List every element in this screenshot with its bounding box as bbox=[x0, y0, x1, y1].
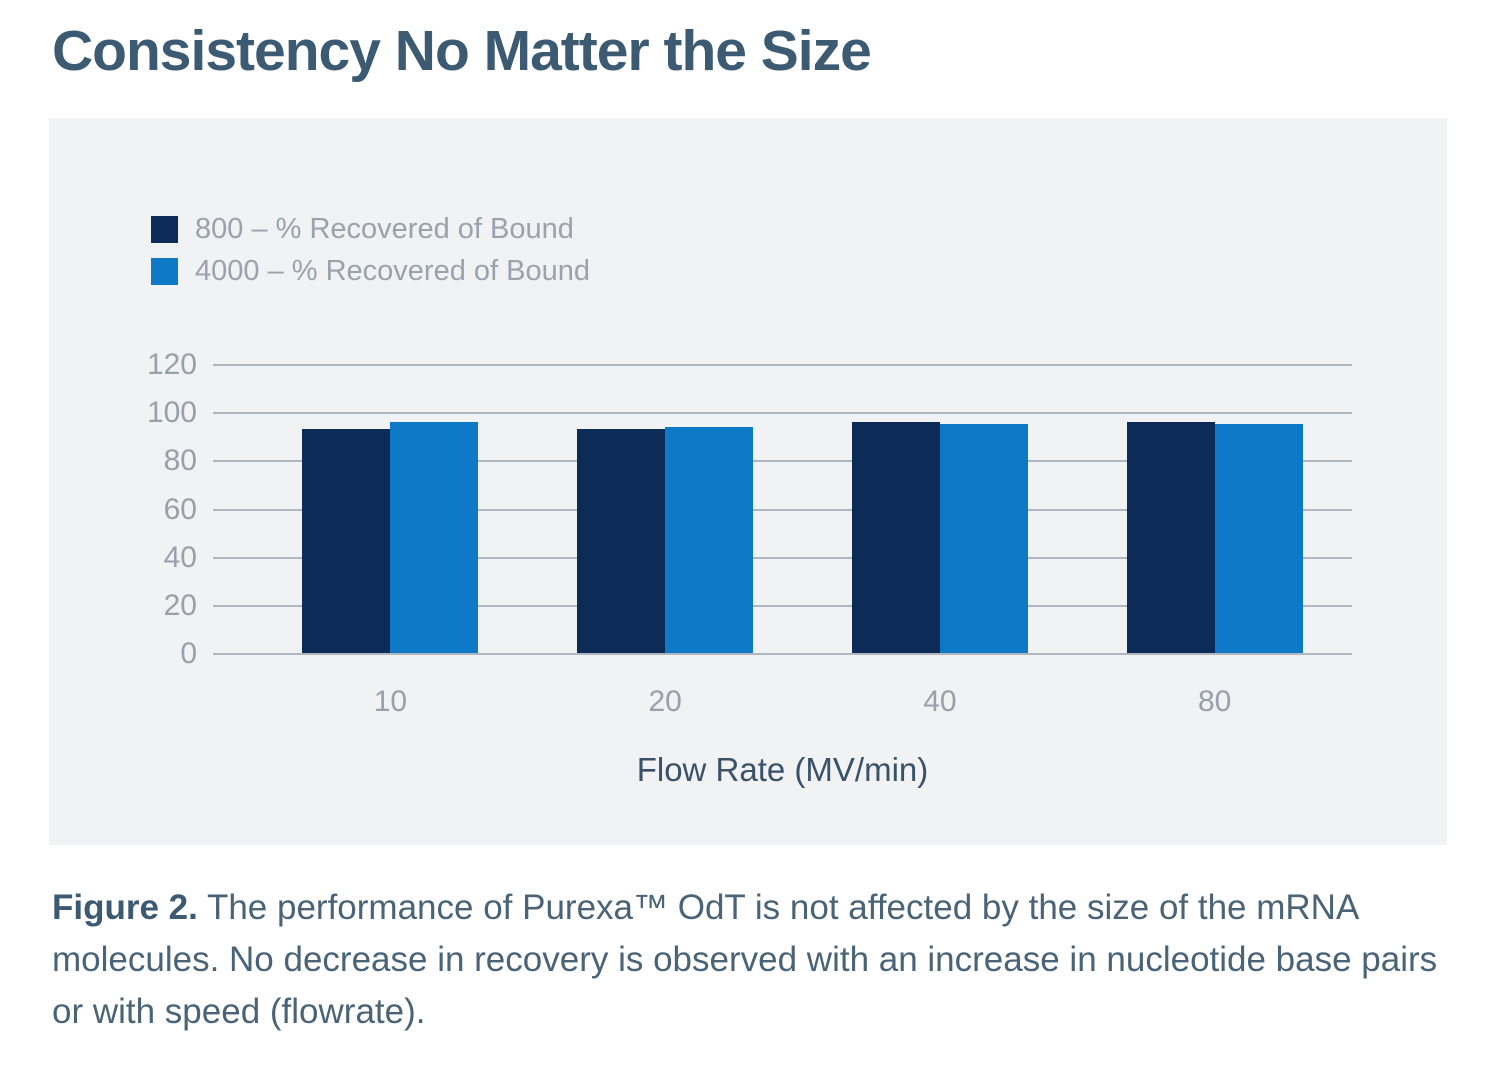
x-tick-label-10: 10 bbox=[373, 685, 408, 718]
y-tick-label: 60 bbox=[163, 492, 197, 526]
bar-4000-10 bbox=[390, 421, 479, 653]
gridline bbox=[213, 653, 1352, 655]
bar-4000-20 bbox=[665, 426, 754, 653]
bar-800-20 bbox=[577, 429, 666, 653]
x-axis-labels: 10 20 40 80 bbox=[213, 685, 1352, 719]
gridline bbox=[213, 412, 1352, 415]
y-tick-label: 40 bbox=[163, 540, 197, 574]
bars-row bbox=[213, 364, 1352, 653]
gridline bbox=[213, 556, 1352, 559]
y-tick-label: 80 bbox=[163, 444, 197, 478]
figure-caption-label: Figure 2. bbox=[52, 888, 198, 927]
x-tick-label-20: 20 bbox=[648, 685, 682, 718]
gridline bbox=[213, 508, 1352, 511]
bar-group-20 bbox=[528, 364, 803, 653]
bar-800-80 bbox=[1126, 421, 1215, 653]
bar-group-10 bbox=[253, 364, 528, 653]
plot-area bbox=[213, 364, 1352, 655]
gridline bbox=[213, 364, 1352, 366]
figure-caption: Figure 2. The performance of Purexa™ OdT… bbox=[52, 882, 1454, 1038]
legend-swatch-icon bbox=[151, 216, 178, 243]
legend-label: 4000 – % Recovered of Bound bbox=[195, 255, 590, 287]
gridline bbox=[213, 604, 1352, 607]
y-tick-label: 120 bbox=[146, 348, 197, 381]
x-tick-label-80: 80 bbox=[1197, 685, 1232, 718]
bar-4000-40 bbox=[939, 424, 1028, 653]
legend-item-0: 800 – % Recovered of Bound bbox=[151, 213, 590, 246]
bar-group-80 bbox=[1077, 364, 1352, 653]
figure-caption-text: The performance of Purexa™ OdT is not af… bbox=[52, 888, 1438, 1031]
page-title: Consistency No Matter the Size bbox=[52, 19, 872, 83]
x-axis-title: Flow Rate (MV/min) bbox=[636, 751, 929, 788]
bar-800-40 bbox=[851, 421, 940, 653]
chart-legend: 800 – % Recovered of Bound 4000 – % Recov… bbox=[151, 213, 590, 288]
legend-item-1: 4000 – % Recovered of Bound bbox=[151, 255, 590, 288]
y-tick-label: 100 bbox=[146, 396, 197, 430]
y-tick-label: 20 bbox=[163, 588, 197, 622]
legend-label: 800 – % Recovered of Bound bbox=[195, 213, 574, 245]
gridline bbox=[213, 460, 1352, 463]
legend-swatch-icon bbox=[151, 258, 178, 285]
y-tick-label: 0 bbox=[180, 637, 197, 670]
bar-4000-80 bbox=[1214, 424, 1303, 653]
bar-800-10 bbox=[302, 429, 391, 653]
x-tick-label-40: 40 bbox=[923, 685, 957, 718]
chart-panel: 800 – % Recovered of Bound 4000 – % Recov… bbox=[49, 118, 1447, 845]
bar-group-40 bbox=[803, 364, 1078, 653]
